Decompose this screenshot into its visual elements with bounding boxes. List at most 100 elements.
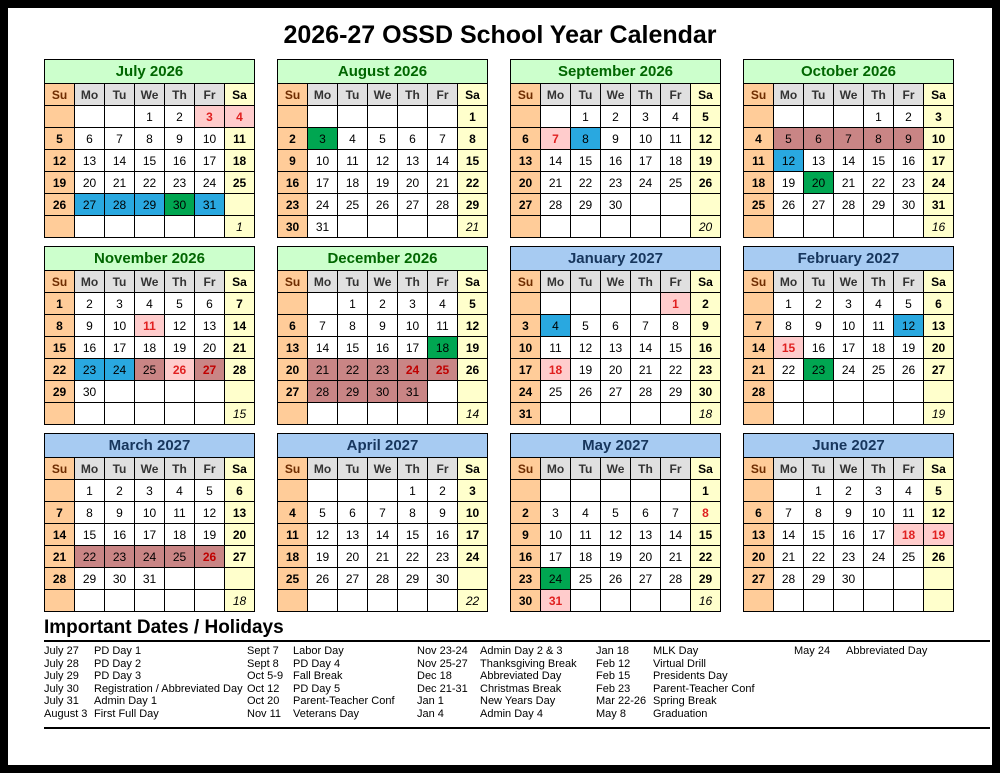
weekday-header: Sa [690, 457, 721, 480]
important-date-label: Veterans Day [293, 707, 360, 720]
day-cell: 2 [164, 105, 195, 128]
day-cell: 8 [44, 314, 75, 337]
important-date-value: Jan 1 [417, 695, 444, 707]
day-cell: 1 [863, 105, 894, 128]
important-date-entry: Sept 8 PD Day 4 [247, 658, 417, 671]
day-cell: 6 [277, 314, 308, 337]
empty-cell [510, 479, 541, 502]
weekday-header: Tu [104, 457, 135, 480]
school-days-count: 14 [457, 402, 488, 425]
weekday-header: Th [164, 83, 195, 106]
day-cell: 26 [44, 193, 75, 216]
empty-cell [307, 292, 338, 315]
day-cell: 10 [134, 501, 165, 524]
day-cell: 13 [923, 314, 954, 337]
important-date-entry: July 31 Admin Day 1 [44, 695, 247, 708]
day-cell: 27 [397, 193, 428, 216]
weekday-header: Th [164, 270, 195, 293]
important-date-value: Sept 8 [247, 657, 279, 670]
day-cell: 10 [630, 127, 661, 150]
day-cell: 29 [337, 380, 368, 403]
empty-cell [630, 292, 661, 315]
day-cell: 21 [833, 171, 864, 194]
day-cell: 8 [803, 501, 834, 524]
empty-cell [773, 215, 804, 238]
weekday-header: Mo [307, 270, 338, 293]
important-dates-column: Nov 23-24 Admin Day 2 & 3 Nov 25-27 Thanksg… [417, 645, 596, 720]
important-date-label: PD Day 2 [94, 657, 142, 670]
empty-cell [457, 567, 488, 590]
weekday-header: Sa [224, 457, 255, 480]
day-cell: 11 [337, 149, 368, 172]
weekday-header: We [600, 83, 631, 106]
weekday-header: We [134, 270, 165, 293]
empty-cell [194, 402, 225, 425]
day-cell: 6 [194, 292, 225, 315]
weekday-header: Su [277, 83, 308, 106]
important-date-value: Nov 25-27 [417, 657, 468, 670]
day-cell: 12 [773, 149, 804, 172]
day-cell: 21 [44, 545, 75, 568]
day-cell: 4 [743, 127, 774, 150]
month-calendar: February 2027 Su Mo Tu We Th Fr Sa 1 2 3 4 5 6 7 8 9 10 11… [743, 246, 954, 425]
day-cell: 27 [803, 193, 834, 216]
day-cell: 15 [690, 523, 721, 546]
important-date-value: August 3 [44, 707, 88, 720]
important-date-entry: Nov 11 Veterans Day [247, 708, 417, 721]
day-cell: 14 [367, 523, 398, 546]
day-cell: 24 [540, 567, 571, 590]
weekday-header: Mo [773, 83, 804, 106]
day-cell: 29 [74, 567, 105, 590]
empty-cell [397, 589, 428, 612]
day-cell: 14 [743, 336, 774, 359]
school-days-count: 16 [923, 215, 954, 238]
day-cell: 11 [570, 523, 601, 546]
day-cell: 19 [367, 171, 398, 194]
day-cell: 22 [134, 171, 165, 194]
day-cell: 1 [690, 479, 721, 502]
empty-cell [570, 589, 601, 612]
day-cell: 30 [277, 215, 308, 238]
day-cell: 3 [397, 292, 428, 315]
empty-cell [630, 193, 661, 216]
empty-cell [367, 479, 398, 502]
important-date-value: May 8 [596, 707, 626, 720]
empty-cell [224, 380, 255, 403]
day-cell: 5 [457, 292, 488, 315]
day-cell: 10 [923, 127, 954, 150]
important-date-label: PD Day 1 [94, 645, 142, 657]
day-cell: 20 [337, 545, 368, 568]
important-date-label: Graduation [653, 707, 708, 720]
day-cell: 15 [773, 336, 804, 359]
important-date-label: Registration / Abbreviated Day [94, 682, 243, 695]
day-cell: 15 [44, 336, 75, 359]
empty-cell [194, 380, 225, 403]
day-cell: 18 [427, 336, 458, 359]
day-cell: 9 [803, 314, 834, 337]
empty-cell [224, 567, 255, 590]
day-cell: 13 [630, 523, 661, 546]
day-cell: 27 [923, 358, 954, 381]
day-cell: 4 [863, 292, 894, 315]
day-cell: 19 [600, 545, 631, 568]
day-cell: 18 [224, 149, 255, 172]
empty-cell [863, 567, 894, 590]
important-date-entry: Nov 25-27 Thanksgiving Break [417, 658, 596, 671]
important-date-entry: Mar 22-26 Spring Break [596, 695, 794, 708]
weekday-header: Su [743, 270, 774, 293]
weekday-header: Th [630, 83, 661, 106]
day-cell: 22 [74, 545, 105, 568]
day-cell: 4 [540, 314, 571, 337]
empty-cell [743, 589, 774, 612]
day-cell: 25 [224, 171, 255, 194]
empty-cell [863, 589, 894, 612]
day-cell: 30 [510, 589, 541, 612]
day-cell: 9 [367, 314, 398, 337]
empty-cell [134, 589, 165, 612]
day-cell: 9 [833, 501, 864, 524]
empty-cell [277, 402, 308, 425]
important-date-label: New Years Day [480, 695, 556, 707]
day-cell: 31 [194, 193, 225, 216]
empty-cell [74, 105, 105, 128]
day-cell: 4 [570, 501, 601, 524]
